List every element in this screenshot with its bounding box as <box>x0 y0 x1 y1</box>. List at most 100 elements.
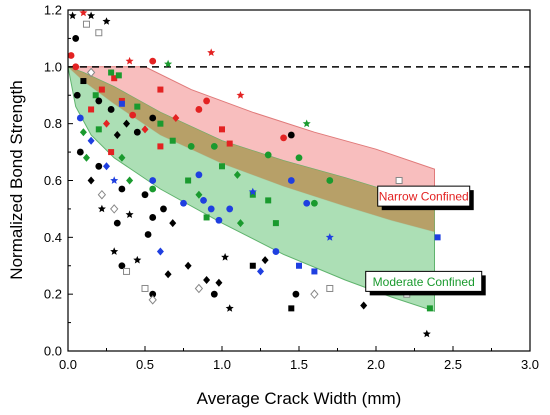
data-point <box>72 63 80 71</box>
data-point <box>292 290 300 298</box>
data-point <box>80 78 87 85</box>
data-point <box>97 189 107 200</box>
data-point <box>200 196 207 204</box>
data-point <box>194 283 204 294</box>
data-point <box>326 284 334 292</box>
data-point <box>108 69 115 76</box>
data-point <box>134 103 141 110</box>
data-point <box>103 162 110 171</box>
data-point <box>280 134 287 142</box>
data-point <box>226 140 233 147</box>
data-point <box>88 106 95 113</box>
data-point <box>118 262 126 270</box>
axis-ticks: 0.0 0.5 1.0 1.5 2.0 2.5 3.0 0.0 0.2 0.4 0.6 0.8 1.0 1… <box>44 3 539 373</box>
data-point <box>185 177 192 184</box>
data-point <box>422 329 431 338</box>
data-point <box>311 268 318 275</box>
data-point <box>148 295 157 305</box>
data-point <box>287 177 295 184</box>
data-point <box>157 86 164 93</box>
data-points <box>68 10 441 338</box>
data-point <box>149 185 157 193</box>
data-point <box>76 114 84 122</box>
data-point <box>129 111 137 119</box>
data-point <box>103 119 110 128</box>
data-point <box>226 205 234 213</box>
data-point <box>141 191 149 199</box>
data-point <box>123 119 131 128</box>
x-tick-label: 0.5 <box>136 357 154 372</box>
data-point <box>82 20 90 28</box>
data-point <box>68 52 75 59</box>
data-point <box>236 219 244 228</box>
data-point <box>203 97 211 105</box>
moderate-confined-label-box: Moderate Confined <box>365 270 486 296</box>
data-point <box>296 262 302 269</box>
data-point <box>265 197 272 204</box>
data-point <box>219 126 225 133</box>
data-point <box>87 136 95 145</box>
y-tick-label: 1.2 <box>44 3 62 18</box>
data-point <box>395 177 403 184</box>
x-tick-label: 2.5 <box>444 357 462 372</box>
data-point <box>149 114 157 122</box>
data-point <box>79 128 87 137</box>
data-point <box>144 231 152 238</box>
data-point <box>149 177 157 184</box>
data-point <box>72 35 80 42</box>
data-point <box>225 304 234 312</box>
data-point <box>210 143 218 150</box>
data-point <box>195 171 203 179</box>
data-point <box>95 97 103 105</box>
data-point <box>264 151 272 159</box>
data-point <box>76 148 84 156</box>
data-point <box>157 120 164 127</box>
y-tick-label: 0.8 <box>44 116 62 131</box>
data-point <box>149 57 157 65</box>
data-point <box>272 220 279 227</box>
data-point <box>95 126 102 133</box>
y-tick-label: 1.0 <box>44 59 62 74</box>
data-point <box>434 234 441 241</box>
data-point <box>195 190 203 199</box>
band-annotations: Narrow Confined Moderate Confined <box>365 185 486 296</box>
data-point <box>123 267 131 275</box>
x-tick-label: 0.0 <box>59 357 77 372</box>
data-point <box>133 128 141 136</box>
data-point <box>79 10 88 17</box>
data-point <box>207 48 216 56</box>
data-point <box>98 86 105 93</box>
data-point <box>233 170 241 179</box>
data-point <box>249 262 256 269</box>
data-point <box>203 214 210 221</box>
y-axis-title: Normalized Bond Strength <box>7 80 26 279</box>
data-point <box>156 247 164 256</box>
data-point <box>195 106 203 113</box>
data-point <box>310 289 319 299</box>
data-point <box>303 199 311 207</box>
data-point <box>126 176 134 185</box>
data-point <box>160 205 167 213</box>
data-point <box>108 149 115 156</box>
data-point <box>113 131 121 140</box>
data-point <box>141 284 149 292</box>
data-point <box>180 199 187 207</box>
data-point <box>86 67 96 78</box>
data-point <box>257 267 264 276</box>
data-point <box>164 59 173 68</box>
data-point <box>87 176 95 185</box>
data-point <box>107 106 115 113</box>
data-point <box>68 11 77 20</box>
x-tick-label: 1.0 <box>213 357 231 372</box>
data-point <box>87 11 96 20</box>
data-point <box>110 204 119 214</box>
data-point <box>210 290 218 298</box>
data-point <box>125 56 134 65</box>
band-label: Narrow Confined <box>379 190 469 204</box>
y-tick-label: 0.0 <box>44 344 62 359</box>
data-point <box>113 219 121 227</box>
data-point <box>110 247 119 255</box>
data-point <box>118 100 125 107</box>
data-point <box>248 187 257 196</box>
